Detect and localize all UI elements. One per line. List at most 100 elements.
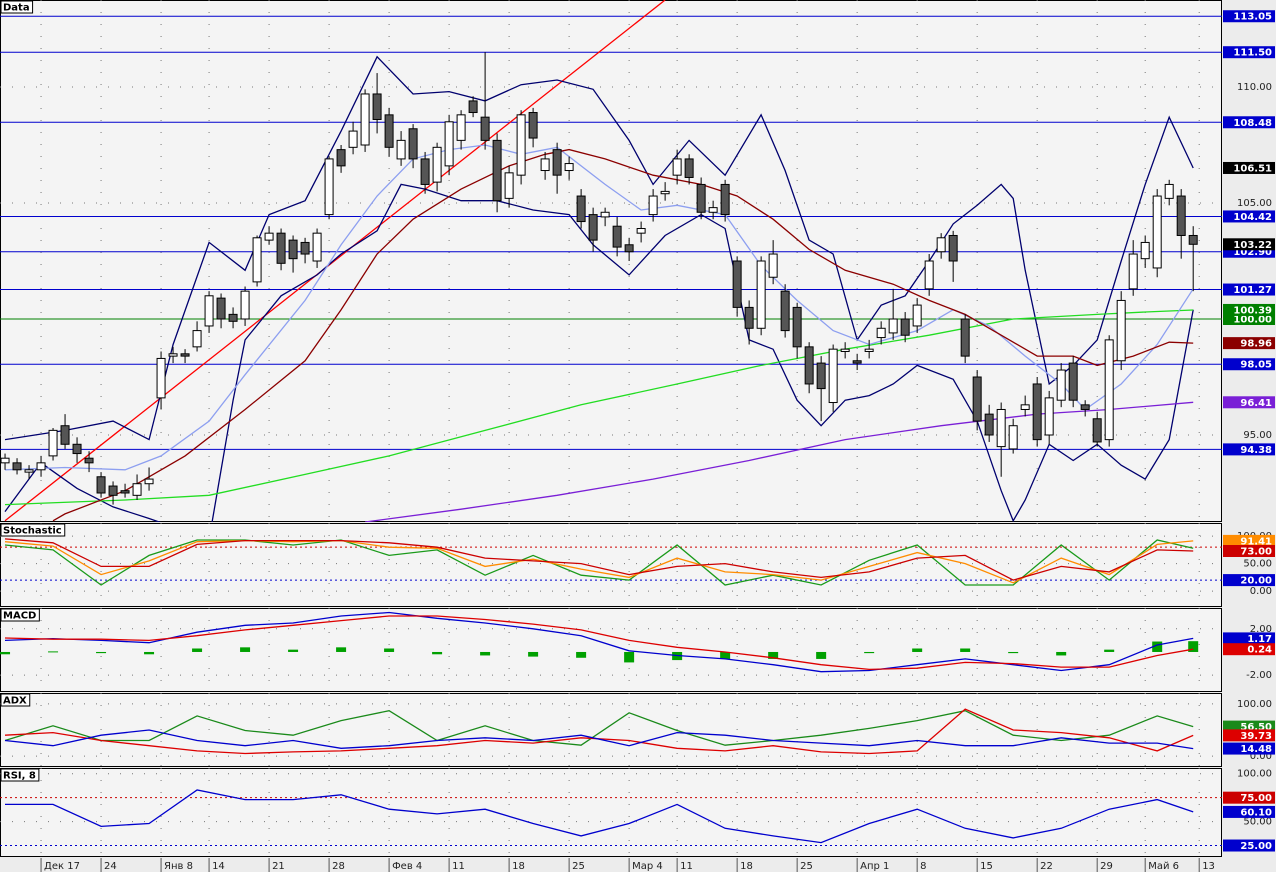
candle-body	[1008, 425, 1018, 450]
histogram-bar	[1056, 651, 1067, 656]
panel-background	[0, 768, 1222, 857]
candle-body	[600, 211, 610, 218]
histogram-bar	[96, 651, 107, 654]
x-tick-label: 13	[1202, 861, 1215, 872]
candle-body	[492, 139, 502, 202]
value-label-box	[1223, 283, 1275, 296]
value-label: 1.17	[1247, 634, 1272, 645]
y-tick-label: 100.00	[1237, 769, 1272, 780]
candle-body	[792, 306, 802, 348]
series-line	[365, 401, 1194, 522]
histogram-bar	[624, 651, 635, 663]
candle-body	[960, 318, 970, 357]
x-tick-label: 14	[212, 861, 225, 872]
plot-area	[0, 768, 1222, 857]
candle-body	[0, 457, 10, 464]
candle-body	[1176, 195, 1186, 236]
value-label-box	[1223, 396, 1275, 409]
value-label: 108.48	[1233, 118, 1272, 129]
panel-title: ADX	[3, 696, 27, 707]
value-label-box	[1223, 161, 1275, 174]
candle-body	[408, 128, 418, 160]
candle-body	[384, 114, 394, 148]
candle-body	[36, 462, 46, 471]
candle-body	[132, 483, 142, 496]
y-tick-label: 95.00	[1243, 430, 1272, 441]
value-label-box	[1223, 632, 1275, 645]
y-tick-label: 100.00	[1237, 699, 1272, 710]
histogram-bar	[240, 647, 251, 652]
value-label-box	[1223, 337, 1275, 350]
value-label: 75.00	[1240, 793, 1272, 804]
panel-background	[0, 608, 1222, 692]
value-label: 91.41	[1240, 536, 1272, 547]
candle-body	[1068, 362, 1078, 401]
x-tick-label: 18	[740, 861, 753, 872]
candle-body	[1188, 234, 1198, 245]
candle-body	[396, 139, 406, 160]
candle-body	[1020, 404, 1030, 410]
y-tick-label: 2.00	[1250, 624, 1272, 635]
value-label: 100.00	[1233, 315, 1272, 326]
candle-body	[888, 318, 898, 334]
candle-body	[12, 462, 22, 471]
value-label: 103.22	[1233, 240, 1272, 251]
value-label: 0.24	[1247, 645, 1272, 656]
candle-body	[540, 158, 550, 172]
series-line	[5, 789, 1194, 844]
value-label-box	[1223, 238, 1275, 251]
panel-background	[0, 693, 1222, 767]
candle-body	[528, 112, 538, 139]
candle-body	[804, 346, 814, 385]
candle-body	[144, 478, 154, 485]
x-tick-label: 11	[680, 861, 693, 872]
candle-body	[72, 443, 82, 455]
y-tick-label: 0.00	[1250, 586, 1272, 597]
histogram-bar	[960, 648, 971, 652]
candle-body	[372, 93, 382, 120]
candle-body	[840, 348, 850, 352]
candle-body	[732, 260, 742, 308]
panel-title: Data	[3, 3, 30, 14]
candle-body	[48, 429, 58, 457]
series-line	[4, 710, 1194, 746]
x-tick-label: 15	[980, 861, 993, 872]
candle-body	[360, 93, 370, 146]
candle-body	[324, 158, 334, 216]
candle-body	[192, 330, 202, 348]
y-tick-label: 50.00	[1243, 817, 1272, 828]
panel-background	[0, 0, 1222, 522]
histogram-bar	[48, 651, 59, 653]
histogram-bar	[144, 651, 155, 655]
x-tick-label: 25	[572, 861, 585, 872]
x-axis-strip	[0, 858, 1222, 872]
x-tick-label: 25	[800, 861, 813, 872]
series-line	[4, 539, 1194, 586]
histogram-bar	[336, 647, 347, 652]
value-label-box	[1223, 574, 1275, 587]
candle-body	[336, 149, 346, 167]
series-line	[4, 615, 1194, 671]
trend-line	[4, 0, 666, 522]
candle-body	[480, 116, 490, 141]
histogram-bar	[864, 651, 875, 654]
y-tick-label: 105.00	[1237, 198, 1272, 209]
candle-body	[756, 260, 766, 329]
series-line	[4, 708, 1194, 755]
candle-body	[204, 295, 214, 327]
candle-body	[468, 100, 478, 114]
histogram-bar	[1152, 641, 1163, 652]
value-label-box	[1223, 116, 1275, 129]
candle-body	[900, 318, 910, 336]
histogram-bar	[528, 651, 539, 657]
plot-area	[0, 608, 1222, 692]
value-label: 100.39	[1233, 305, 1272, 316]
value-label: 102.90	[1233, 247, 1272, 258]
x-tick-label: 28	[332, 861, 345, 872]
value-label-box	[1223, 742, 1275, 755]
candle-body	[432, 146, 442, 183]
value-label-box	[1223, 358, 1275, 371]
candle-body	[912, 304, 922, 327]
candle-body	[1044, 397, 1054, 436]
